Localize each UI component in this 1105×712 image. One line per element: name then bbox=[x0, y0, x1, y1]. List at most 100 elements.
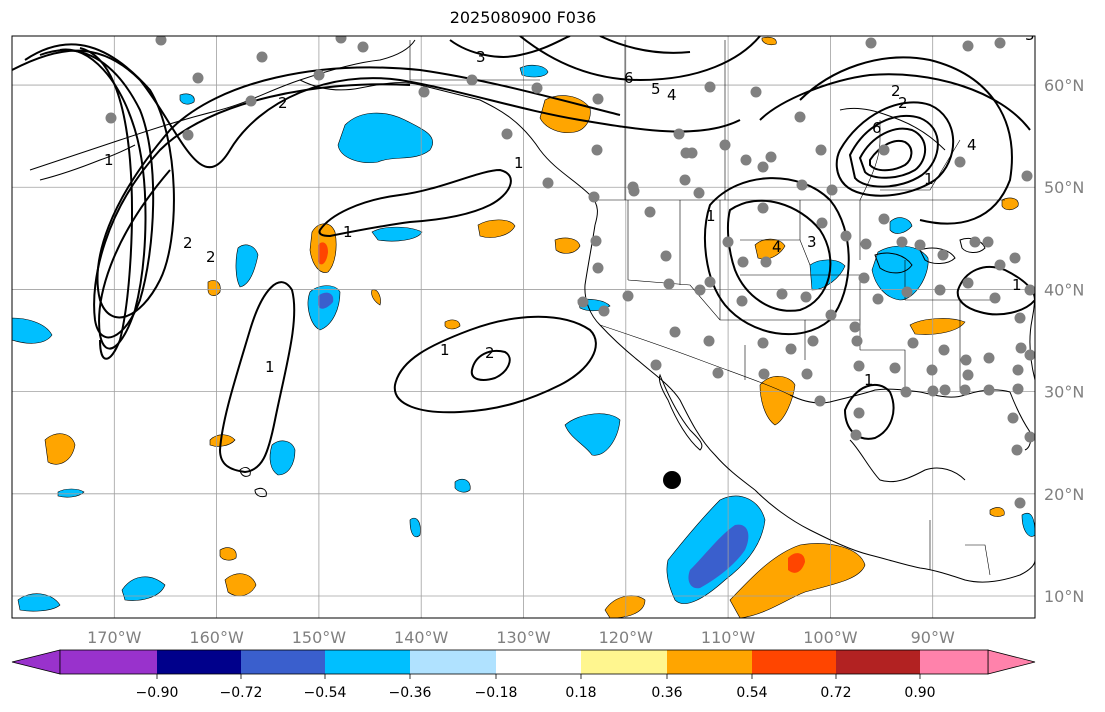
anomaly-patch bbox=[371, 289, 381, 306]
station-marker bbox=[816, 217, 828, 229]
anomaly-patch bbox=[219, 547, 237, 561]
anomaly-patch bbox=[454, 478, 471, 493]
station-marker bbox=[704, 276, 716, 288]
station-marker bbox=[622, 290, 634, 302]
station-marker bbox=[1012, 383, 1024, 395]
contour-label: 3 bbox=[476, 48, 486, 66]
station-marker bbox=[938, 344, 950, 356]
anomaly-patch bbox=[477, 219, 516, 238]
colorbar-tick-label: 0.72 bbox=[820, 685, 851, 701]
contour-label: 1 bbox=[1012, 276, 1022, 294]
colorbar-segment bbox=[410, 650, 496, 674]
contour-label: 2 bbox=[278, 94, 288, 112]
longitude-labels: 170°W 160°W 150°W 140°W 130°W 120°W 110°W 100°W… bbox=[87, 628, 955, 647]
station-marker bbox=[531, 82, 543, 94]
station-marker bbox=[357, 41, 369, 53]
station-markers bbox=[105, 36, 1035, 509]
station-marker bbox=[660, 250, 672, 262]
contour-label: 3 bbox=[807, 233, 817, 251]
contour-label: 1 bbox=[104, 151, 114, 169]
contour-label: 3 bbox=[1025, 26, 1035, 44]
contour-label: 2 bbox=[485, 344, 495, 362]
station-marker bbox=[907, 337, 919, 349]
anomaly-patch bbox=[1021, 512, 1035, 537]
anomaly-patch bbox=[519, 64, 549, 78]
map-layers: 3 6 5 4 2 1 1 2 1 1 2 1 2 3 4 6 1 1 1 2 … bbox=[12, 26, 1035, 618]
anomaly-patch bbox=[121, 576, 166, 601]
station-marker bbox=[758, 368, 770, 380]
station-marker bbox=[858, 272, 870, 284]
contour-label: 6 bbox=[624, 69, 634, 87]
anomaly-patch bbox=[44, 433, 76, 465]
anomaly-patch bbox=[318, 242, 328, 265]
station-marker bbox=[901, 286, 913, 298]
station-marker bbox=[466, 74, 478, 86]
contour-label: 1 bbox=[514, 154, 524, 172]
latitude-label: 10°N bbox=[1044, 587, 1084, 606]
station-marker bbox=[588, 191, 600, 203]
station-marker bbox=[927, 385, 939, 397]
station-marker bbox=[853, 360, 865, 372]
station-marker bbox=[1021, 170, 1033, 182]
contour-label: 2 bbox=[891, 82, 901, 100]
longitude-label: 120°W bbox=[599, 628, 654, 647]
colorbar-tick-label: −0.72 bbox=[220, 685, 263, 701]
station-marker bbox=[878, 144, 890, 156]
station-marker bbox=[704, 81, 716, 93]
station-marker bbox=[722, 236, 734, 248]
station-marker bbox=[962, 40, 974, 52]
station-marker bbox=[313, 69, 325, 81]
latitude-label: 40°N bbox=[1044, 280, 1084, 299]
colorbar-outline bbox=[59, 649, 989, 675]
colorbar-tick-label: −0.90 bbox=[136, 685, 179, 701]
latitude-label: 60°N bbox=[1044, 76, 1084, 95]
station-marker bbox=[105, 112, 117, 124]
station-marker bbox=[673, 128, 685, 140]
station-marker bbox=[814, 395, 826, 407]
contour-label: 1 bbox=[706, 207, 716, 225]
station-marker bbox=[776, 288, 788, 300]
contour-label: 1 bbox=[440, 341, 450, 359]
station-marker bbox=[849, 321, 861, 333]
station-marker bbox=[1024, 431, 1035, 443]
station-marker bbox=[686, 147, 698, 159]
station-marker bbox=[765, 151, 777, 163]
colorbar-segment bbox=[920, 650, 988, 674]
anomaly-patch bbox=[989, 507, 1005, 517]
latitude-labels: 60°N 50°N 40°N 30°N 20°N 10°N bbox=[1044, 76, 1084, 606]
station-marker bbox=[900, 386, 912, 398]
station-marker bbox=[335, 36, 347, 44]
anomaly-patch bbox=[179, 93, 195, 105]
station-marker bbox=[807, 335, 819, 347]
colorbar-segment bbox=[667, 650, 752, 674]
colorbar-tick-label: 0.90 bbox=[904, 685, 935, 701]
station-marker bbox=[663, 278, 675, 290]
contour-label: 2 bbox=[206, 248, 216, 266]
station-marker bbox=[628, 185, 640, 197]
contour-label: 5 bbox=[651, 80, 661, 98]
station-marker bbox=[693, 187, 705, 199]
station-marker bbox=[592, 93, 604, 105]
station-marker bbox=[501, 128, 513, 140]
anomaly-patch bbox=[688, 524, 749, 589]
station-marker bbox=[878, 213, 890, 225]
station-marker bbox=[785, 343, 797, 355]
station-marker bbox=[989, 292, 1001, 304]
longitude-label: 170°W bbox=[87, 628, 142, 647]
anomaly-patch bbox=[409, 517, 421, 538]
station-marker bbox=[962, 277, 974, 289]
latitude-label: 30°N bbox=[1044, 383, 1084, 402]
station-marker bbox=[889, 362, 901, 374]
station-marker bbox=[1012, 364, 1024, 376]
anomaly-patch bbox=[564, 413, 621, 456]
colorbar-tick-label: −0.54 bbox=[304, 685, 347, 701]
station-marker bbox=[542, 177, 554, 189]
station-marker bbox=[737, 256, 749, 268]
colorbar-tick-label: 0.54 bbox=[736, 685, 767, 701]
map-title: 2025080900 F036 bbox=[449, 8, 597, 27]
station-marker bbox=[983, 352, 995, 364]
station-marker bbox=[825, 309, 837, 321]
contour-label: 4 bbox=[772, 238, 782, 256]
station-marker bbox=[796, 179, 808, 191]
